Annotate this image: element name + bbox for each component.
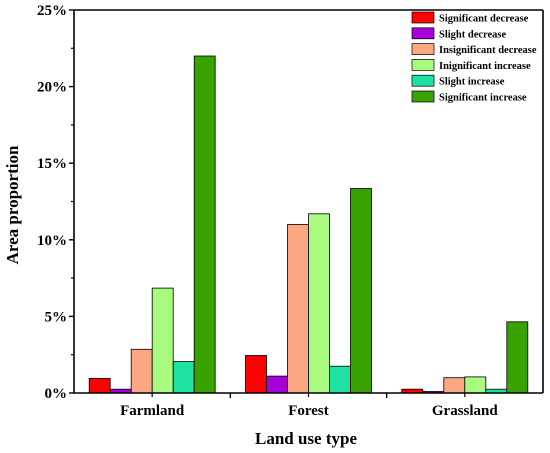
bar-forest-0: [245, 355, 267, 394]
bar-grassland-3: [464, 376, 487, 394]
bar-farmland-3: [151, 287, 174, 394]
bar-farmland-2: [130, 348, 153, 394]
bar-forest-4: [329, 365, 351, 394]
x-tick-label: Farmland: [120, 403, 185, 419]
x-tick-label: Forest: [288, 403, 329, 419]
axes: 0% 5% 10% 15% 20% 25% Farmland Forest Grassland: [37, 3, 544, 419]
x-tick-label: Grassland: [432, 403, 499, 419]
legend-swatch: [411, 27, 435, 40]
bar-forest-3: [308, 213, 330, 394]
y-tick-label: 25%: [37, 3, 67, 19]
legend-swatch: [411, 11, 435, 24]
legend-swatch: [411, 74, 435, 87]
bar-farmland-4: [172, 361, 195, 394]
legend-label: Inignificant increase: [439, 61, 531, 72]
y-tick-label: 15%: [37, 156, 67, 172]
legend: Significant decrease Slight decrease Insig…: [411, 11, 537, 104]
y-axis-title: Area proportion: [3, 145, 22, 264]
y-tick-label: 10%: [37, 233, 67, 249]
legend-label: Slight increase: [439, 77, 505, 88]
bar-forest-5: [350, 188, 372, 394]
bar-grassland-2: [443, 377, 466, 394]
y-tick-label: 0%: [45, 386, 68, 402]
y-tick-label: 5%: [45, 309, 68, 325]
bar-forest-2: [287, 224, 309, 394]
legend-label: Significant increase: [439, 93, 527, 104]
bars: [88, 55, 529, 394]
legend-swatch: [411, 59, 435, 71]
bar-farmland-0: [88, 377, 111, 394]
legend-label: Significant decrease: [439, 14, 529, 25]
legend-label: Insignificant decrease: [439, 45, 537, 56]
legend-label: Slight decrease: [439, 29, 507, 40]
legend-swatch: [411, 43, 435, 55]
bar-grassland-5: [506, 321, 529, 394]
x-axis-title: Land use type: [255, 429, 357, 448]
legend-swatch: [411, 90, 435, 103]
bar-farmland-5: [193, 55, 216, 394]
bar-forest-1: [266, 375, 288, 394]
y-tick-label: 20%: [37, 80, 67, 96]
